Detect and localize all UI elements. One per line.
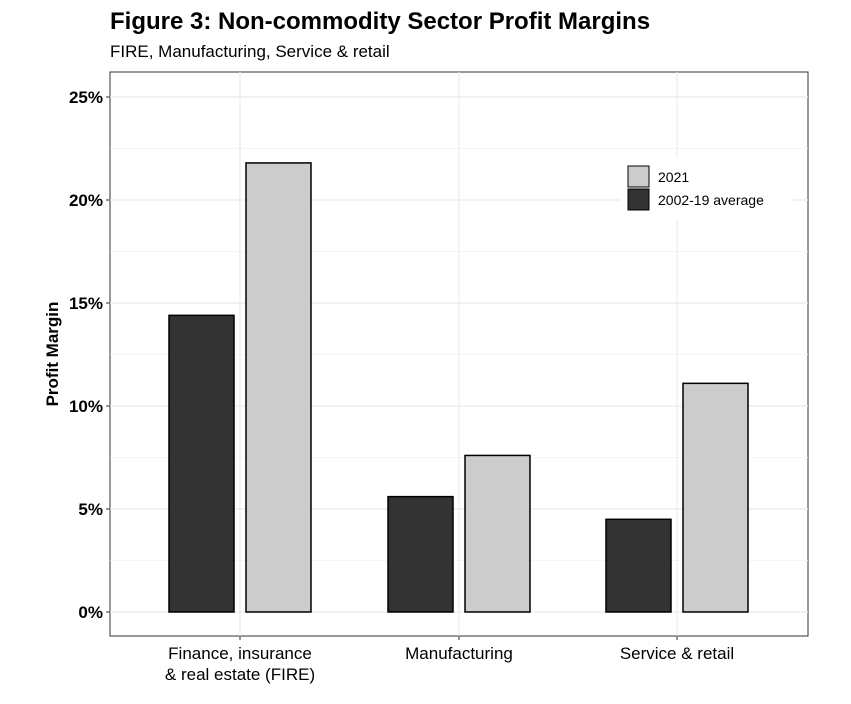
y-tick-label: 20% — [69, 191, 103, 210]
y-tick-label: 15% — [69, 294, 103, 313]
chart-subtitle: FIRE, Manufacturing, Service & retail — [110, 42, 390, 61]
bar-2021-1 — [464, 454, 531, 613]
y-axis-title: Profit Margin — [43, 302, 62, 407]
y-tick-label: 5% — [78, 500, 103, 519]
bar-avg-0 — [168, 314, 235, 613]
y-tick-label: 25% — [69, 88, 103, 107]
y-tick-label: 0% — [78, 603, 103, 622]
chart-title: Figure 3: Non-commodity Sector Profit Ma… — [110, 8, 651, 35]
x-tick-label: & real estate (FIRE) — [165, 665, 315, 684]
y-tick-label: 10% — [69, 397, 103, 416]
legend-key — [627, 188, 650, 211]
bar-avg-2 — [605, 518, 672, 613]
bar-avg-1 — [387, 495, 454, 613]
x-tick-label: Manufacturing — [405, 644, 513, 663]
legend-label: 2021 — [658, 169, 689, 185]
x-tick-label: Finance, insurance — [168, 644, 312, 663]
legend-label: 2002-19 average — [658, 192, 764, 208]
bar-2021-0 — [245, 162, 312, 613]
legend-key — [627, 165, 650, 188]
x-tick-label: Service & retail — [620, 644, 734, 663]
bar-2021-2 — [682, 382, 749, 613]
